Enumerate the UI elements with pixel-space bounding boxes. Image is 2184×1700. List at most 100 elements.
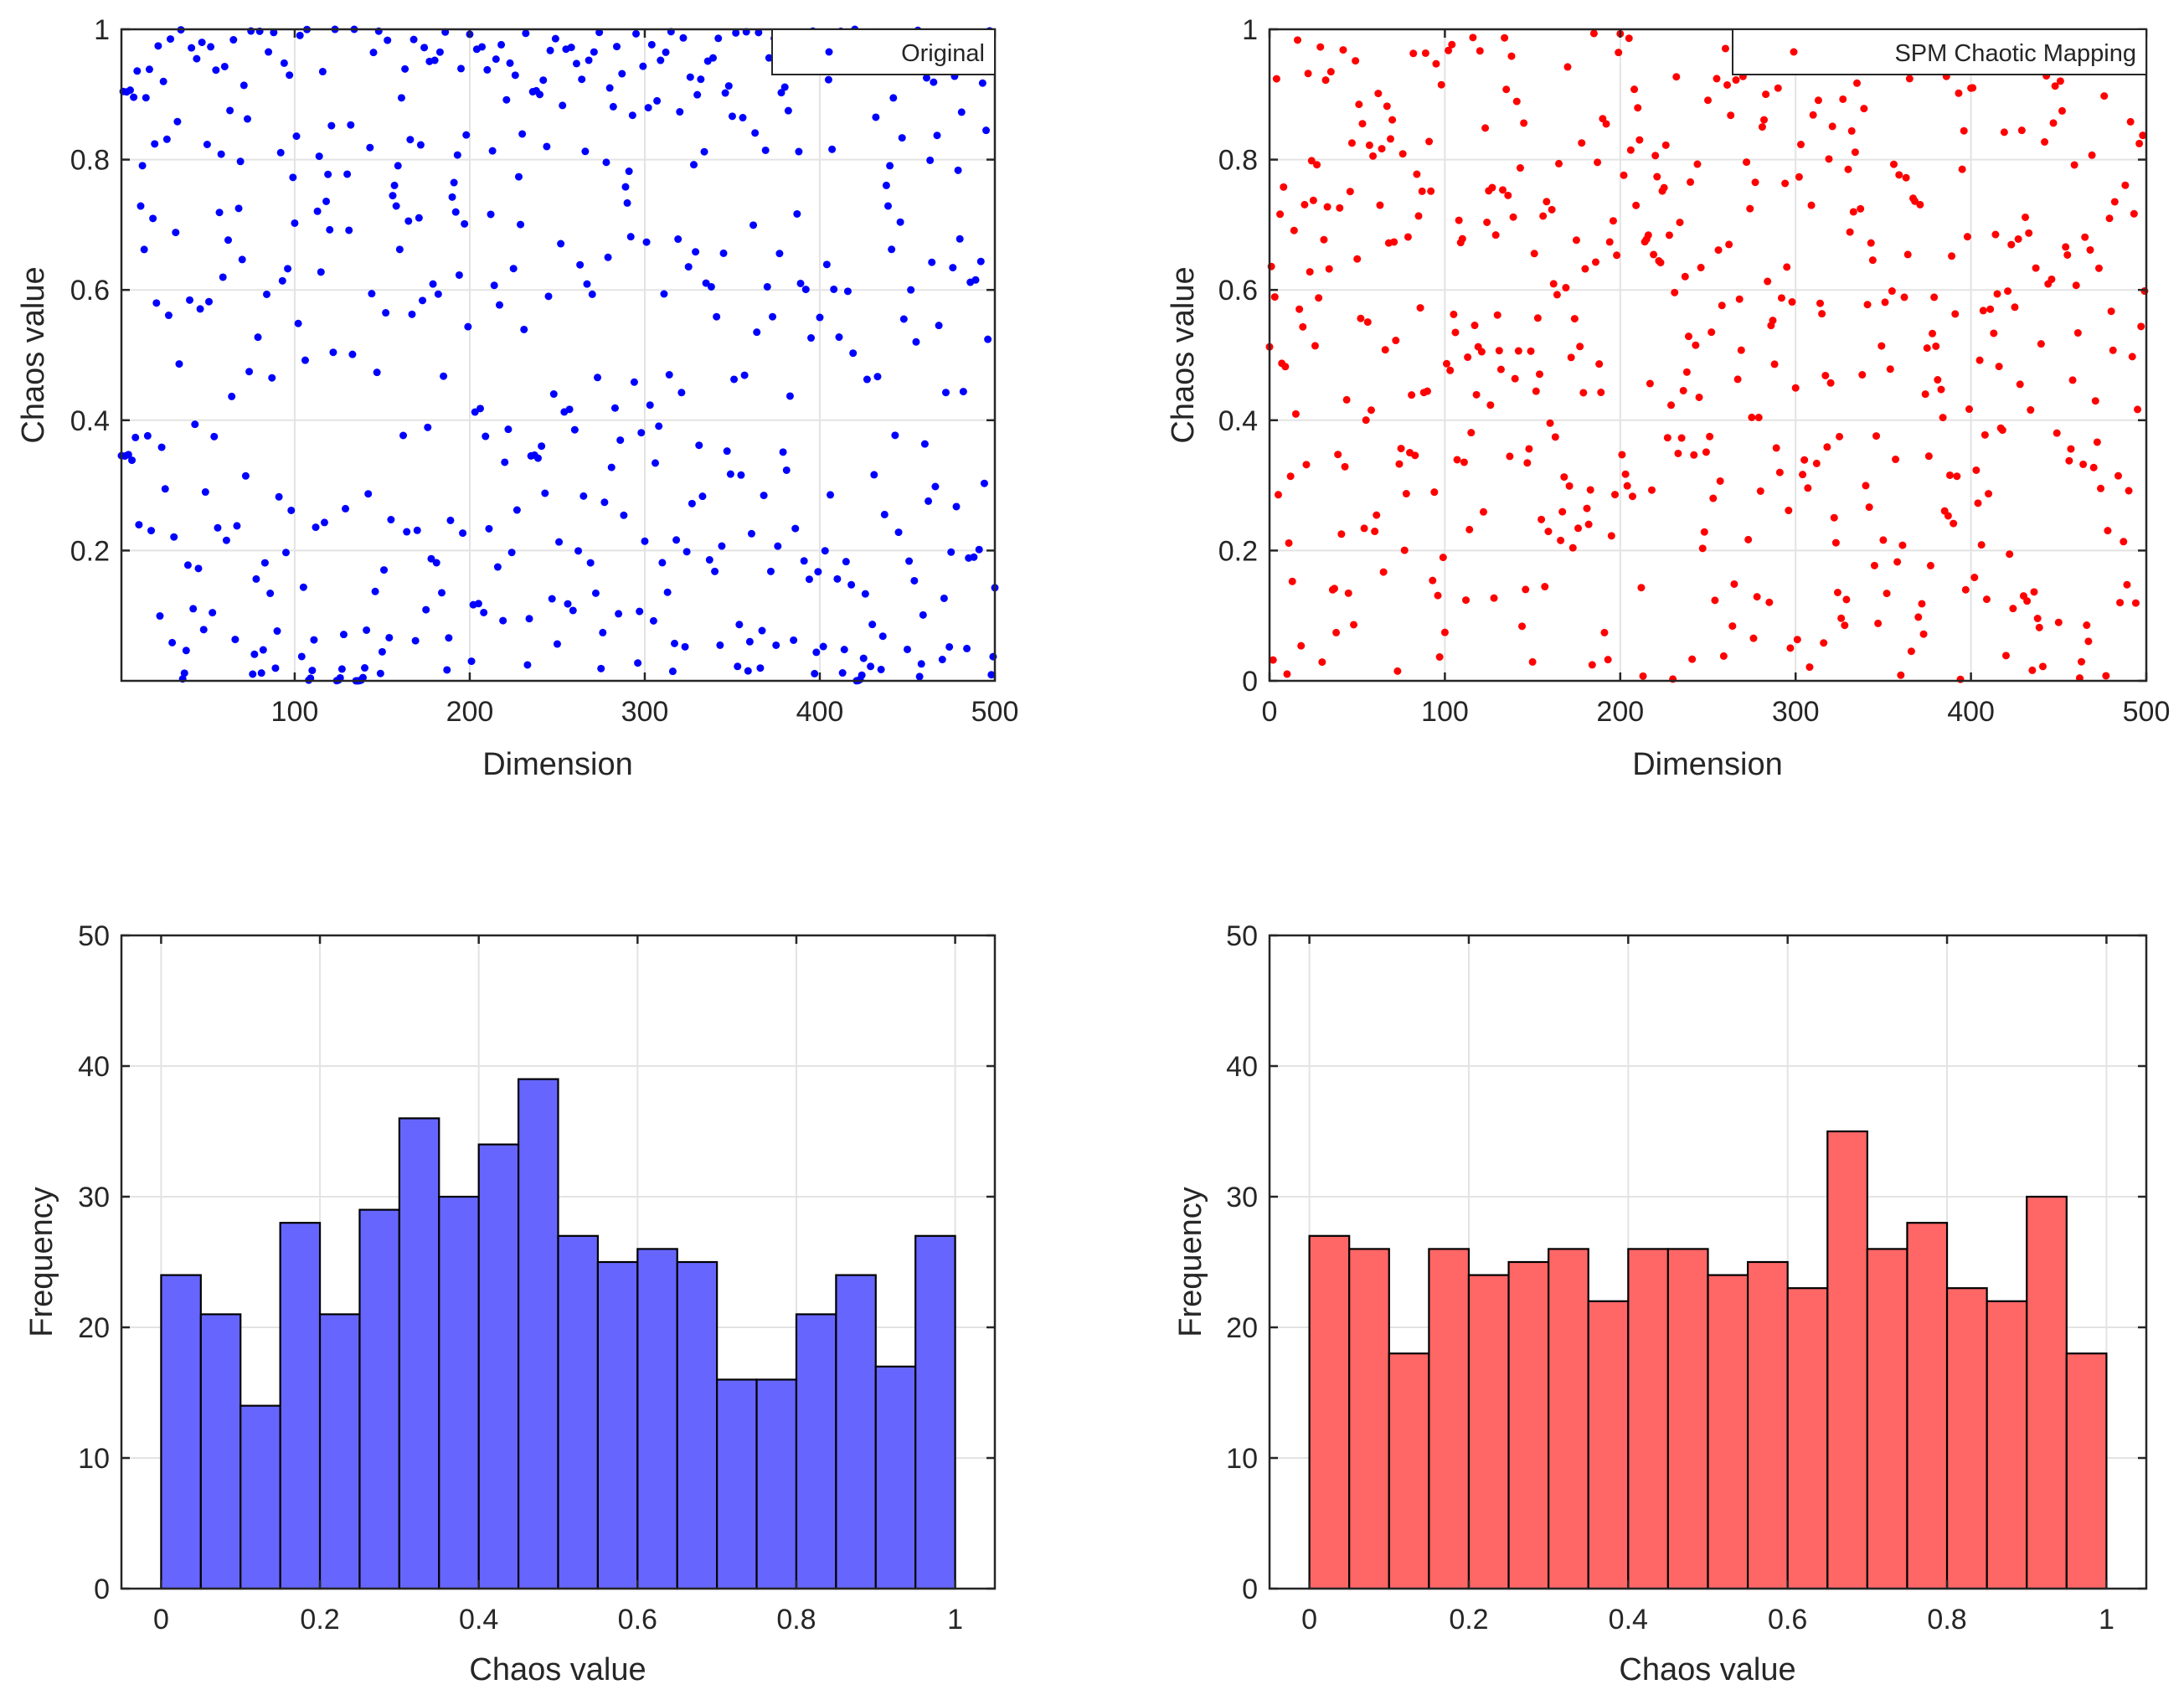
scatter-original-point bbox=[863, 375, 871, 384]
scatter-spm-point bbox=[1785, 507, 1793, 515]
scatter-spm-point bbox=[2054, 618, 2063, 626]
scatter-spm-point bbox=[1656, 259, 1665, 267]
scatter-spm-point bbox=[1820, 639, 1828, 647]
scatter-original-point bbox=[830, 285, 838, 293]
scatter-original-point bbox=[476, 404, 484, 413]
scatter-original-point bbox=[630, 378, 638, 386]
hist-spm-bar bbox=[1348, 1248, 1390, 1590]
hist-original-bar bbox=[160, 1274, 202, 1590]
scatter-spm-point bbox=[1409, 49, 1418, 58]
scatter-spm-point bbox=[2107, 307, 2115, 316]
scatter-spm-point bbox=[1373, 511, 1381, 519]
scatter-spm-point bbox=[1523, 459, 1532, 467]
scatter-spm-point bbox=[1609, 217, 1617, 225]
scatter-spm-point bbox=[1772, 444, 1780, 452]
scatter-spm-point bbox=[2032, 264, 2040, 272]
scatter-original-point bbox=[462, 131, 471, 139]
scatter-spm-point bbox=[1661, 141, 1670, 149]
scatter-original-xtick-label: 300 bbox=[621, 696, 669, 728]
scatter-original-point bbox=[495, 301, 503, 309]
hist-spm-bar bbox=[1627, 1248, 1670, 1590]
scatter-spm-point bbox=[1528, 657, 1537, 666]
scatter-spm-point bbox=[1814, 96, 1822, 105]
scatter-original-point bbox=[677, 389, 686, 397]
scatter-original-point bbox=[380, 566, 389, 574]
scatter-spm-point bbox=[2079, 460, 2088, 468]
scatter-original-point bbox=[336, 673, 344, 682]
scatter-spm-point bbox=[1462, 596, 1471, 605]
scatter-spm-point bbox=[1900, 293, 1908, 301]
scatter-spm-point bbox=[1958, 165, 1966, 173]
scatter-spm-point bbox=[1408, 391, 1416, 399]
scatter-spm-point bbox=[1525, 445, 1533, 453]
scatter-spm-point bbox=[1625, 34, 1633, 43]
scatter-spm-point bbox=[1893, 558, 1902, 566]
hist-spm-bar bbox=[1467, 1274, 1510, 1590]
scatter-spm-point bbox=[1276, 210, 1285, 219]
scatter-spm-point bbox=[1672, 73, 1681, 81]
scatter-spm-point bbox=[1702, 448, 1710, 456]
hist-original-axes bbox=[120, 934, 997, 1590]
scatter-spm-point bbox=[1588, 661, 1596, 669]
scatter-original-point bbox=[404, 217, 413, 225]
scatter-original-point bbox=[621, 183, 630, 191]
scatter-original-point bbox=[245, 368, 254, 376]
scatter-original-point bbox=[167, 35, 175, 44]
scatter-original-point bbox=[812, 648, 821, 657]
scatter-spm-point bbox=[1269, 656, 1277, 664]
scatter-spm-point bbox=[1306, 268, 1314, 276]
scatter-original-point bbox=[507, 549, 516, 557]
scatter-spm-point bbox=[1553, 291, 1561, 299]
scatter-spm-point bbox=[1304, 70, 1312, 78]
scatter-original-point bbox=[199, 626, 208, 634]
scatter-original-point bbox=[721, 89, 729, 97]
scatter-original-point bbox=[719, 249, 728, 257]
scatter-original-point bbox=[726, 470, 734, 478]
scatter-original-point bbox=[828, 145, 837, 153]
scatter-original-point bbox=[324, 170, 332, 178]
scatter-spm-point bbox=[1297, 641, 1306, 650]
scatter-spm-point bbox=[1692, 341, 1700, 349]
scatter-original-point bbox=[301, 356, 309, 364]
scatter-original-point bbox=[634, 659, 642, 667]
scatter-original-legend-marker bbox=[825, 48, 833, 56]
scatter-spm-point bbox=[1671, 288, 1679, 296]
hist-original-ytick-label: 40 bbox=[78, 1051, 110, 1083]
scatter-spm-point bbox=[2104, 527, 2112, 535]
scatter-spm-point bbox=[2056, 77, 2064, 85]
scatter-original-point bbox=[224, 236, 233, 245]
scatter-original-legend-box bbox=[771, 28, 996, 75]
scatter-spm-point bbox=[1665, 231, 1673, 240]
scatter-original-point bbox=[984, 335, 992, 343]
scatter-original-point bbox=[201, 488, 209, 497]
scatter-original-point bbox=[756, 664, 765, 672]
scatter-spm-point bbox=[2083, 621, 2091, 630]
scatter-original-point bbox=[912, 337, 920, 346]
scatter-original-point bbox=[626, 233, 635, 241]
scatter-spm-point bbox=[1435, 652, 1444, 661]
scatter-original-point bbox=[278, 276, 286, 285]
scatter-original-point bbox=[315, 152, 323, 161]
scatter-spm-point bbox=[1479, 507, 1487, 516]
hist-original-bar bbox=[795, 1313, 837, 1590]
scatter-original-point bbox=[485, 524, 493, 533]
scatter-spm-point bbox=[1751, 178, 1759, 187]
scatter-original-point bbox=[154, 42, 162, 50]
scatter-spm-point bbox=[1630, 85, 1639, 94]
hist-original-bar bbox=[318, 1313, 361, 1590]
scatter-original-point bbox=[595, 28, 604, 37]
scatter-spm-point bbox=[1272, 75, 1280, 83]
scatter-spm-point bbox=[1442, 359, 1450, 368]
scatter-original-point bbox=[191, 420, 199, 429]
scatter-spm-point bbox=[1270, 293, 1279, 301]
scatter-original-point bbox=[891, 431, 899, 440]
scatter-spm-point bbox=[1551, 433, 1559, 441]
scatter-spm-axes bbox=[1268, 28, 2148, 683]
scatter-spm-point bbox=[2065, 456, 2073, 465]
scatter-spm-point bbox=[1733, 375, 1742, 384]
scatter-original-point bbox=[711, 567, 719, 575]
scatter-original-point bbox=[889, 94, 898, 102]
scatter-spm-point bbox=[1697, 264, 1705, 272]
